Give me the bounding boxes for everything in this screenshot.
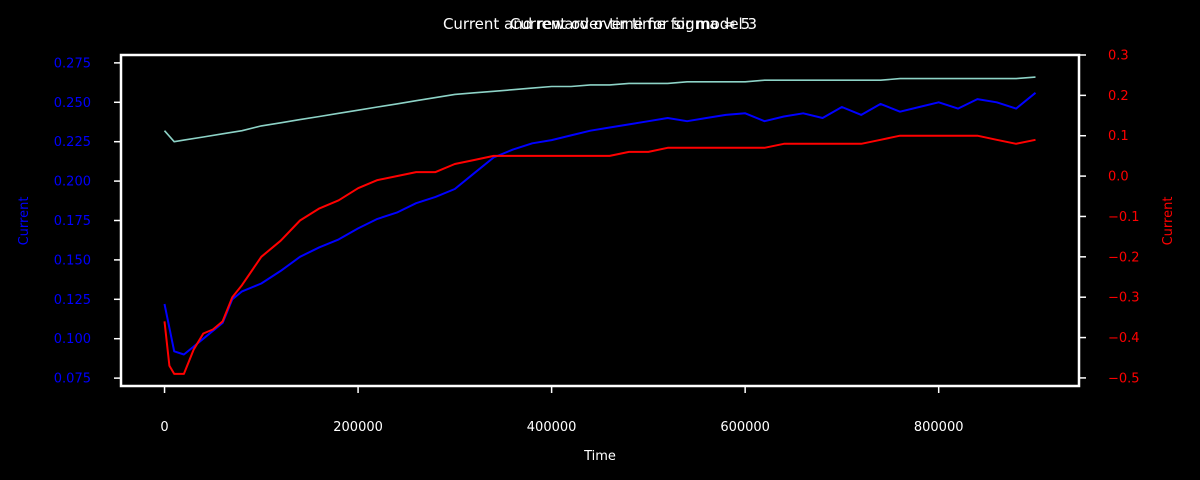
x-axis-label: Time [583,449,616,464]
x-axis-ticks: 0 200000 400000 600000 800000 [160,386,964,435]
series-line-2 [163,76,1036,143]
right-y-tick-label: 0.3 [1108,49,1129,64]
chart-title-1: Current and reward over time for model 3 [443,15,757,33]
left-y-tick-label: 0.075 [54,372,91,387]
right-y-axis-ticks: −0.5 −0.4 −0.3 −0.2 −0.1 0.0 0.1 0.2 0.3 [1079,49,1140,386]
left-y-tick-label: 0.225 [54,135,91,150]
right-y-axis-label: Current [1161,197,1176,246]
left-y-axis-label: Current [17,197,32,246]
left-y-tick-label: 0.100 [54,332,91,347]
right-y-tick-label: −0.1 [1108,210,1140,225]
x-tick-label: 800000 [914,420,964,435]
series-line-3 [163,134,1036,375]
x-tick-label: 200000 [333,420,383,435]
right-y-tick-label: 0.0 [1108,170,1129,185]
left-y-tick-label: 0.150 [54,253,91,268]
x-tick-label: 600000 [720,420,770,435]
chart-title-2: Current over time for sigma = 5 [510,15,750,33]
right-y-tick-label: 0.1 [1108,129,1129,144]
right-y-tick-label: −0.4 [1108,331,1140,346]
x-tick-label: 400000 [527,420,577,435]
left-y-tick-label: 0.175 [54,214,91,229]
left-y-tick-label: 0.200 [54,175,91,190]
series-line-1 [163,92,1037,356]
plot-lines [163,76,1037,375]
x-tick-label: 0 [160,420,168,435]
right-y-tick-label: −0.5 [1108,371,1140,386]
right-y-tick-label: −0.3 [1108,291,1140,306]
right-y-tick-label: 0.2 [1108,89,1129,104]
left-y-axis-ticks: 0.075 0.100 0.125 0.150 0.175 0.200 0.225 0.250… [54,56,121,387]
left-y-tick-label: 0.250 [54,96,91,111]
right-y-tick-label: −0.2 [1108,250,1140,265]
left-y-tick-label: 0.275 [54,56,91,71]
left-y-tick-label: 0.125 [54,293,91,308]
